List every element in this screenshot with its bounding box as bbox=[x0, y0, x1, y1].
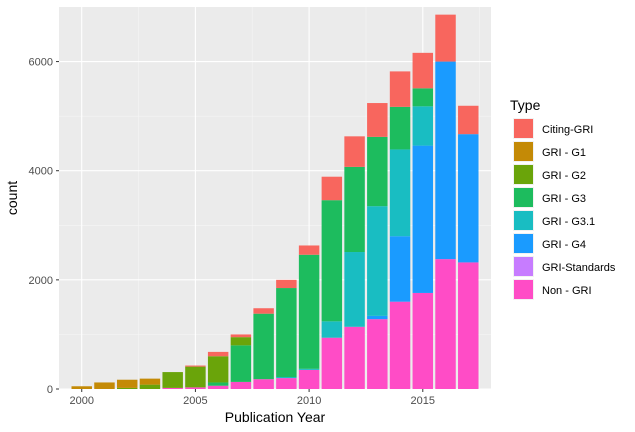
y-tick-label: 0 bbox=[47, 384, 53, 396]
bar-segment bbox=[344, 252, 365, 327]
legend-label: GRI - G4 bbox=[542, 239, 586, 251]
bar-segment bbox=[321, 321, 343, 338]
legend-swatch bbox=[514, 142, 533, 161]
legend-label: GRI - G3.1 bbox=[542, 216, 595, 228]
x-axis: 2000 2005 2010 2015 bbox=[69, 389, 435, 407]
bar-segment bbox=[458, 105, 479, 135]
bar-segment bbox=[253, 313, 274, 380]
legend-label: GRI-Standards bbox=[542, 262, 616, 274]
bar-segment bbox=[298, 254, 320, 369]
bar-segment bbox=[230, 334, 252, 338]
bar-segment bbox=[230, 337, 252, 346]
legend-label: Citing-GRI bbox=[542, 124, 593, 136]
bar-segment bbox=[94, 382, 115, 389]
legend-label: Non - GRI bbox=[542, 285, 592, 297]
bar-segment bbox=[276, 376, 297, 379]
bar-segment bbox=[344, 136, 365, 167]
bar-segment bbox=[344, 166, 365, 253]
bar-segment bbox=[139, 384, 161, 389]
legend: Type Citing-GRI GRI - G1 GRI - G2 GRI - G3 G… bbox=[510, 97, 616, 300]
bar-segment bbox=[253, 308, 274, 314]
legend-swatch bbox=[514, 188, 533, 207]
bar-segment bbox=[412, 88, 434, 107]
bar-segment bbox=[435, 61, 456, 260]
legend-label: GRI - G3 bbox=[542, 193, 586, 205]
bar-segment bbox=[412, 145, 434, 293]
y-tick-label: 4000 bbox=[29, 166, 53, 178]
bar-segment bbox=[321, 200, 343, 322]
bar-segment bbox=[207, 356, 229, 383]
bar-segment bbox=[230, 381, 252, 389]
bar-segment bbox=[116, 387, 138, 389]
bar-segment bbox=[412, 292, 434, 389]
legend-swatch bbox=[514, 211, 533, 230]
x-tick-label: 2005 bbox=[183, 395, 207, 407]
bar-segment bbox=[207, 351, 229, 357]
bar-segment bbox=[412, 106, 434, 146]
bar-segment bbox=[298, 245, 320, 255]
bar-segment bbox=[185, 387, 206, 389]
bar-segment bbox=[162, 372, 183, 388]
bar-segment bbox=[207, 385, 229, 389]
bar-segment bbox=[185, 365, 206, 367]
bar-segment bbox=[298, 369, 320, 389]
legend-title: Type bbox=[510, 97, 541, 113]
bar-stacks bbox=[71, 14, 479, 389]
bar-segment bbox=[435, 259, 456, 389]
y-tick-label: 6000 bbox=[29, 57, 53, 69]
bar-segment bbox=[367, 206, 388, 316]
y-axis: 0 2000 4000 6000 bbox=[29, 57, 59, 396]
bar-segment bbox=[321, 176, 343, 201]
bar-segment bbox=[389, 301, 411, 389]
bar-segment bbox=[389, 106, 411, 150]
bar-segment bbox=[276, 288, 297, 377]
y-tick-label: 2000 bbox=[29, 275, 53, 287]
bar-segment bbox=[116, 379, 138, 388]
bar-segment bbox=[276, 279, 297, 289]
bar-segment bbox=[367, 315, 388, 320]
x-tick-label: 2015 bbox=[411, 395, 435, 407]
bar-segment bbox=[253, 379, 274, 389]
bar-segment bbox=[139, 378, 161, 385]
bar-segment bbox=[367, 319, 388, 389]
bar-segment bbox=[321, 337, 343, 389]
bar-segment bbox=[230, 345, 252, 382]
x-axis-title: Publication Year bbox=[225, 409, 326, 425]
bar-segment bbox=[276, 378, 297, 389]
bar-segment bbox=[71, 386, 92, 389]
bar-segment bbox=[412, 52, 434, 89]
bar-segment bbox=[298, 368, 320, 370]
bar-segment bbox=[389, 236, 411, 302]
legend-swatch bbox=[514, 165, 533, 184]
bar-segment bbox=[344, 326, 365, 389]
bar-segment bbox=[367, 103, 388, 137]
legend-label: GRI - G1 bbox=[542, 147, 586, 159]
bar-segment bbox=[458, 134, 479, 263]
bar-segment bbox=[435, 14, 456, 62]
x-tick-label: 2010 bbox=[297, 395, 321, 407]
legend-swatch bbox=[514, 119, 533, 138]
legend-swatch bbox=[514, 280, 533, 299]
bar-segment bbox=[162, 387, 183, 389]
bar-segment bbox=[185, 366, 206, 388]
bar-segment bbox=[367, 136, 388, 207]
y-axis-title: count bbox=[4, 181, 20, 215]
bar-segment bbox=[389, 149, 411, 237]
bar-segment bbox=[389, 71, 411, 107]
x-tick-label: 2000 bbox=[69, 395, 93, 407]
bar-segment bbox=[207, 382, 229, 386]
legend-swatch bbox=[514, 257, 533, 276]
legend-swatch bbox=[514, 234, 533, 253]
bar-segment bbox=[458, 262, 479, 389]
legend-label: GRI - G2 bbox=[542, 170, 586, 182]
